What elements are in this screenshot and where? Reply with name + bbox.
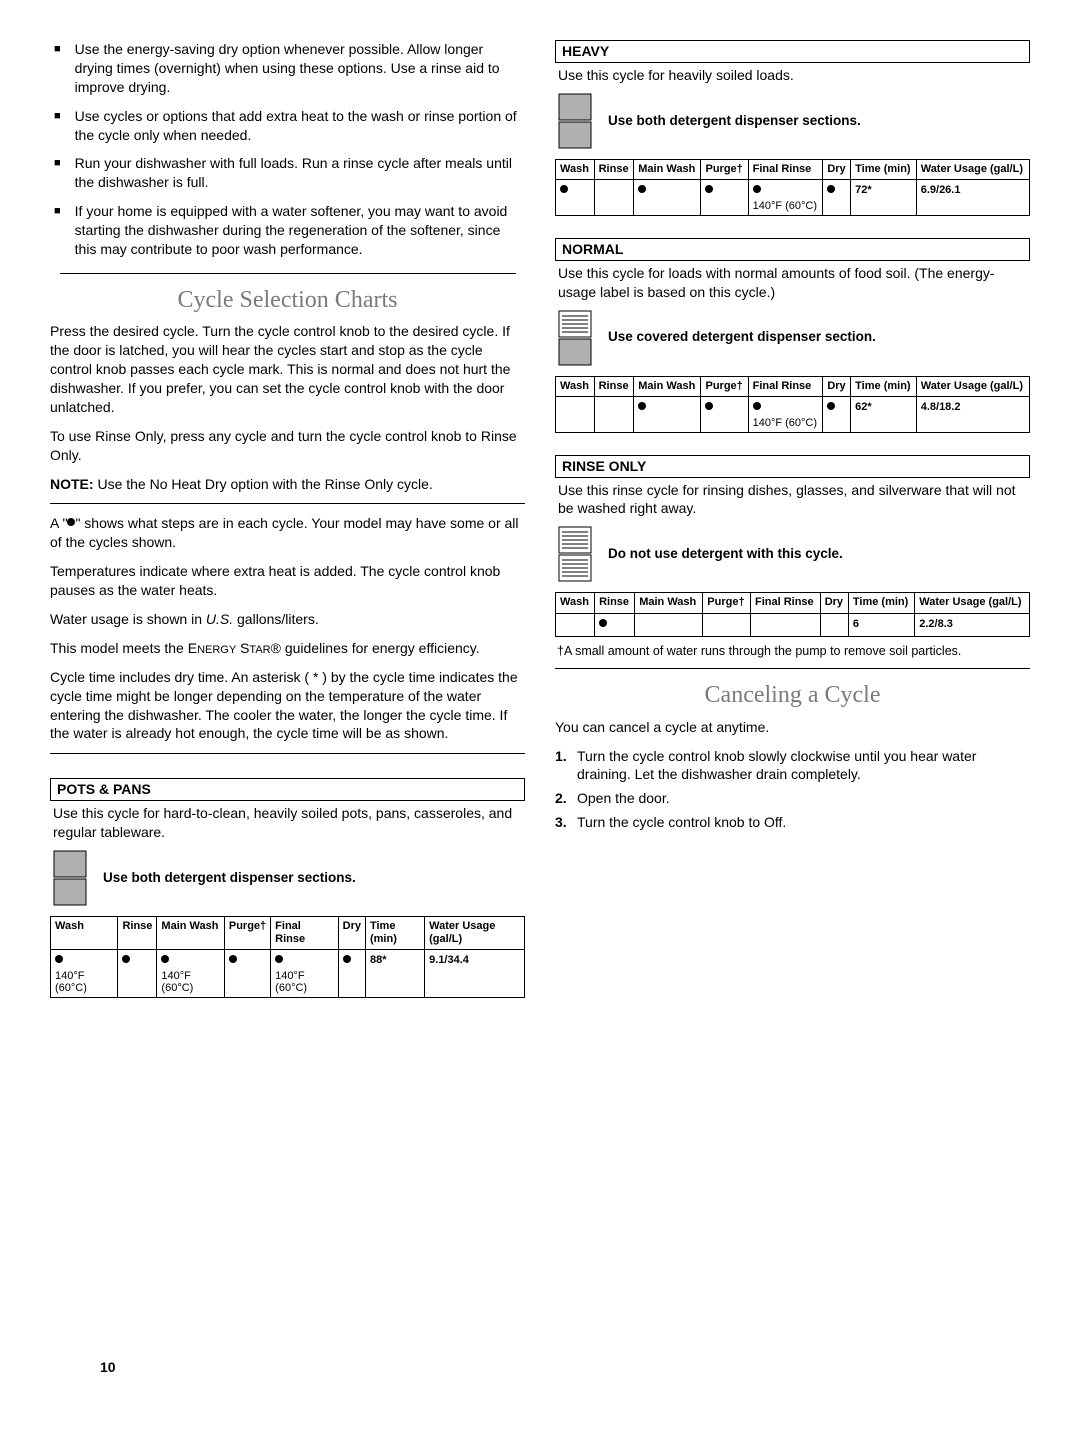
cancel-intro: You can cancel a cycle at anytime. bbox=[555, 718, 1030, 737]
charts-paragraph: To use Rinse Only, press any cycle and t… bbox=[50, 427, 525, 465]
dispenser-lines-lines-icon bbox=[558, 526, 592, 582]
dispenser-text: Use both detergent dispenser sections. bbox=[608, 112, 861, 130]
cycle-heavy: HEAVY Use this cycle for heavily soiled … bbox=[555, 40, 1030, 216]
footnote: †A small amount of water runs through th… bbox=[557, 643, 1028, 660]
cycle-description: Use this cycle for heavily soiled loads. bbox=[558, 66, 1027, 85]
tip-text: If your home is equipped with a water so… bbox=[75, 202, 525, 259]
divider bbox=[555, 668, 1030, 669]
dispenser-two-box-icon bbox=[558, 93, 592, 149]
tip-text: Use the energy-saving dry option wheneve… bbox=[75, 40, 525, 97]
tips-list: Use the energy-saving dry option wheneve… bbox=[50, 40, 525, 259]
note-text: Use the No Heat Dry option with the Rins… bbox=[94, 476, 433, 492]
tip-text: Use cycles or options that add extra hea… bbox=[75, 107, 525, 145]
dispenser-text: Use both detergent dispenser sections. bbox=[103, 869, 356, 887]
charts-paragraph: A "" shows what steps are in each cycle.… bbox=[50, 514, 525, 552]
cycle-description: Use this rinse cycle for rinsing dishes,… bbox=[558, 481, 1027, 519]
divider bbox=[50, 503, 525, 504]
table-row: 140°F (60°C) 62* 4.8/18.2 bbox=[556, 396, 1030, 432]
step-text: Turn the cycle control knob to Off. bbox=[577, 813, 786, 832]
cycle-table-rinse-only: Wash Rinse Main Wash Purge† Final Rinse … bbox=[555, 592, 1030, 637]
table-row: 6 2.2/8.3 bbox=[556, 613, 1030, 637]
dispenser-two-box-icon bbox=[53, 850, 87, 906]
step-text: Turn the cycle control knob slowly clock… bbox=[577, 747, 1030, 785]
cycle-description: Use this cycle for hard-to-clean, heavil… bbox=[53, 804, 522, 842]
cycle-rinse-only: RINSE ONLY Use this rinse cycle for rins… bbox=[555, 455, 1030, 638]
cycle-title: POTS & PANS bbox=[50, 778, 525, 801]
right-column: HEAVY Use this cycle for heavily soiled … bbox=[555, 40, 1030, 1020]
cycle-title: HEAVY bbox=[555, 40, 1030, 63]
cancel-steps: 1.Turn the cycle control knob slowly clo… bbox=[555, 747, 1030, 833]
section-heading-cancel: Canceling a Cycle bbox=[555, 679, 1030, 711]
charts-note: NOTE: Use the No Heat Dry option with th… bbox=[50, 475, 525, 494]
cycle-table-heavy: Wash Rinse Main Wash Purge† Final Rinse … bbox=[555, 159, 1030, 216]
cycle-table-pots: Wash Rinse Main Wash Purge† Final Rinse … bbox=[50, 916, 525, 998]
cycle-pots-pans: POTS & PANS Use this cycle for hard-to-c… bbox=[50, 778, 525, 998]
divider bbox=[60, 273, 516, 274]
table-row: 140°F (60°C) 140°F (60°C) 140°F (60°C) 8… bbox=[51, 950, 525, 998]
charts-paragraph: This model meets the ENERGY STAR® guidel… bbox=[50, 639, 525, 658]
cycle-table-normal: Wash Rinse Main Wash Purge† Final Rinse … bbox=[555, 376, 1030, 433]
charts-paragraph: Cycle time includes dry time. An asteris… bbox=[50, 668, 525, 744]
charts-paragraph: Press the desired cycle. Turn the cycle … bbox=[50, 322, 525, 416]
cycle-description: Use this cycle for loads with normal amo… bbox=[558, 264, 1027, 302]
section-heading-charts: Cycle Selection Charts bbox=[50, 284, 525, 316]
left-column: Use the energy-saving dry option wheneve… bbox=[50, 40, 525, 1020]
step-text: Open the door. bbox=[577, 789, 670, 808]
charts-paragraph: Temperatures indicate where extra heat i… bbox=[50, 562, 525, 600]
cycle-title: NORMAL bbox=[555, 238, 1030, 261]
page-number: 10 bbox=[100, 1358, 116, 1377]
cycle-title: RINSE ONLY bbox=[555, 455, 1030, 478]
dispenser-text: Do not use detergent with this cycle. bbox=[608, 545, 843, 563]
cycle-normal: NORMAL Use this cycle for loads with nor… bbox=[555, 238, 1030, 433]
divider bbox=[50, 753, 525, 754]
table-row: 140°F (60°C) 72* 6.9/26.1 bbox=[556, 179, 1030, 215]
tip-text: Run your dishwasher with full loads. Run… bbox=[75, 154, 525, 192]
note-label: NOTE: bbox=[50, 476, 94, 492]
dispenser-lines-box-icon bbox=[558, 310, 592, 366]
dispenser-text: Use covered detergent dispenser section. bbox=[608, 328, 876, 346]
charts-paragraph: Water usage is shown in U.S. gallons/lit… bbox=[50, 610, 525, 629]
